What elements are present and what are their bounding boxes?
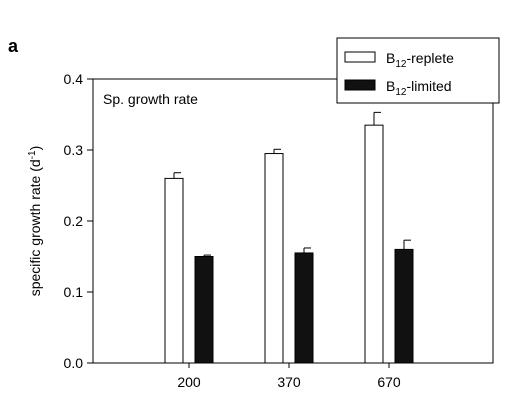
y-tick-label: 0.1 bbox=[64, 284, 84, 300]
plot-annotation: Sp. growth rate bbox=[103, 91, 198, 107]
legend: B12-replete B12-limited bbox=[336, 37, 500, 104]
bars bbox=[164, 111, 414, 364]
x-tick-label: 670 bbox=[377, 374, 401, 390]
legend-box bbox=[336, 37, 500, 104]
bar-replete bbox=[264, 153, 284, 364]
x-axis: 200 370 670 bbox=[177, 363, 401, 390]
bar-limited bbox=[294, 252, 314, 364]
legend-swatch-limited bbox=[344, 79, 376, 91]
legend-label-limited: B12-limited bbox=[386, 78, 452, 98]
legend-swatch-replete bbox=[344, 51, 376, 63]
y-axis: 0.0 0.1 0.2 0.3 0.4 bbox=[64, 71, 93, 371]
y-axis-label: specific growth rate (d-1) bbox=[27, 146, 43, 297]
panel-label: a bbox=[8, 36, 19, 56]
bar-replete bbox=[364, 124, 384, 364]
bar-replete bbox=[164, 177, 184, 364]
y-tick-label: 0.4 bbox=[64, 71, 84, 87]
y-tick-label: 0.0 bbox=[64, 355, 84, 371]
x-tick-label: 370 bbox=[277, 374, 301, 390]
bar-limited bbox=[394, 248, 414, 364]
x-tick-label: 200 bbox=[177, 374, 201, 390]
legend-label-replete: B12-replete bbox=[386, 50, 454, 70]
plot-frame bbox=[92, 78, 494, 364]
y-tick-label: 0.2 bbox=[64, 213, 84, 229]
bar-limited bbox=[194, 256, 214, 364]
y-tick-label: 0.3 bbox=[64, 142, 84, 158]
